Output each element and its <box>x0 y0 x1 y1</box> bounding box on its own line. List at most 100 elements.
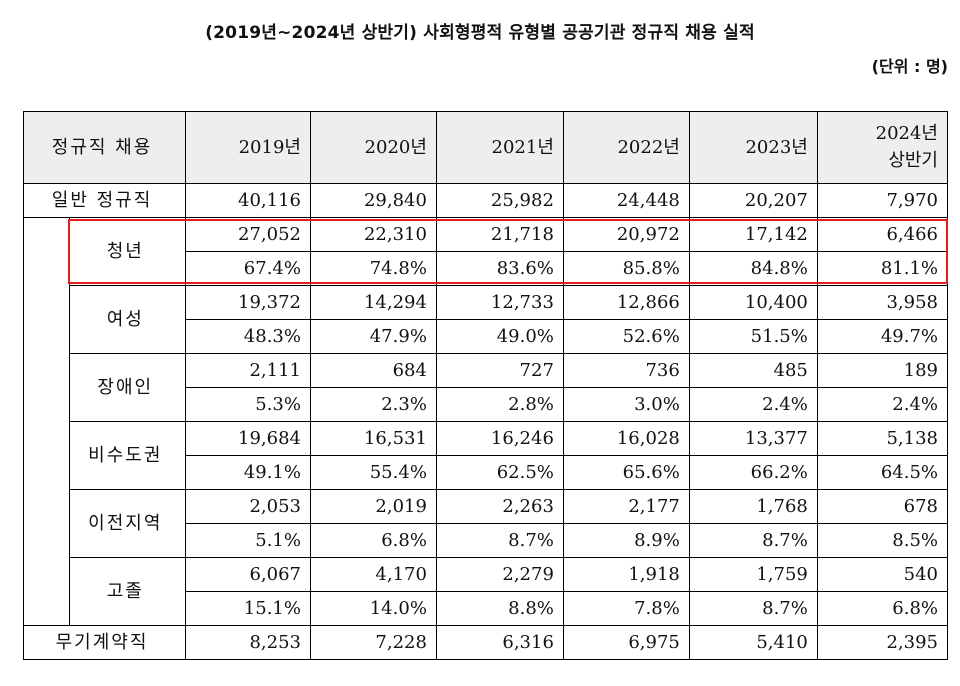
group-relocation-ratio-row: 5.1% 6.8% 8.7% 8.9% 8.7% 8.5% <box>24 523 949 558</box>
table-cell: 8.9% <box>562 523 690 558</box>
table-cell: 2,395 <box>816 625 949 660</box>
table-cell: 29,840 <box>309 183 437 218</box>
table-cell: 189 <box>816 353 949 388</box>
table-cell: 67.4% <box>185 251 311 286</box>
table-cell: 20,972 <box>562 217 690 252</box>
table-cell: 5,138 <box>816 421 949 456</box>
table-cell: 14,294 <box>309 285 437 320</box>
table-cell: 3,958 <box>816 285 949 320</box>
table-cell: 14.0% <box>309 591 437 626</box>
table-cell: 5.1% <box>185 523 311 558</box>
header-year-2024: 2024년 상반기 <box>816 111 949 184</box>
table-cell: 83.6% <box>435 251 564 286</box>
group-women-count-row: 여성 19,372 14,294 12,733 12,866 10,400 3,… <box>24 285 949 354</box>
table-cell: 20,207 <box>688 183 818 218</box>
table-cell: 2.8% <box>435 387 564 422</box>
table-cell: 2,019 <box>309 489 437 524</box>
group-label-highschool: 고졸 <box>69 557 187 626</box>
header-row: 정규직 채용 2019년 2020년 2021년 2022년 2023년 202… <box>22 111 949 184</box>
contract-label: 무기계약직 <box>22 625 187 660</box>
table-cell: 684 <box>309 353 437 388</box>
table-cell: 7,970 <box>816 183 949 218</box>
hiring-table: 정규직 채용 2019년 2020년 2021년 2022년 2023년 202… <box>22 111 949 660</box>
table-cell: 84.8% <box>688 251 818 286</box>
table-cell: 2,263 <box>435 489 564 524</box>
table-cell: 2,279 <box>435 557 564 592</box>
general-label: 일반 정규직 <box>22 183 187 218</box>
group-label-youth: 청년 <box>69 217 187 286</box>
table-cell: 19,372 <box>185 285 311 320</box>
table-cell: 12,733 <box>435 285 564 320</box>
table-cell: 485 <box>688 353 818 388</box>
table-cell: 6,316 <box>435 625 564 660</box>
table-cell: 16,246 <box>435 421 564 456</box>
group-label-disabled: 장애인 <box>69 353 187 422</box>
table-cell: 1,759 <box>688 557 818 592</box>
table-cell: 2,053 <box>185 489 311 524</box>
group-women-ratio-row: 48.3% 47.9% 49.0% 52.6% 51.5% 49.7% <box>24 319 949 354</box>
table-cell: 85.8% <box>562 251 690 286</box>
table-cell-bold: 6,466 <box>816 217 949 252</box>
table-cell: 48.3% <box>185 319 311 354</box>
table-cell: 81.1% <box>816 251 949 286</box>
group-disabled-ratio-row: 5.3% 2.3% 2.8% 3.0% 2.4% 2.4% <box>24 387 949 422</box>
table-cell: 2.4% <box>688 387 818 422</box>
table-cell: 49.1% <box>185 455 311 490</box>
table-cell: 40,116 <box>185 183 311 218</box>
general-row: 일반 정규직 40,116 29,840 25,982 24,448 20,20… <box>22 183 949 218</box>
table-cell: 62.5% <box>435 455 564 490</box>
table-cell: 2,177 <box>562 489 690 524</box>
table-cell: 727 <box>435 353 564 388</box>
table-cell: 47.9% <box>309 319 437 354</box>
table-cell: 6,067 <box>185 557 311 592</box>
header-year-2024-line2: 상반기 <box>888 149 938 171</box>
indent-spacer <box>22 217 71 626</box>
table-cell: 2,111 <box>185 353 311 388</box>
table-cell: 52.6% <box>562 319 690 354</box>
table-cell: 10,400 <box>688 285 818 320</box>
table-cell: 1,918 <box>562 557 690 592</box>
header-year: 2020년 <box>309 111 437 184</box>
group-relocation-count-row: 이전지역 2,053 2,019 2,263 2,177 1,768 678 <box>24 489 949 558</box>
table-cell: 49.0% <box>435 319 564 354</box>
table-cell: 13,377 <box>688 421 818 456</box>
table-cell: 51.5% <box>688 319 818 354</box>
table-cell: 8.7% <box>688 591 818 626</box>
table-cell: 65.6% <box>562 455 690 490</box>
table-cell: 25,982 <box>435 183 564 218</box>
table-cell: 16,028 <box>562 421 690 456</box>
table-cell: 8.7% <box>435 523 564 558</box>
group-nonmetro-count-row: 비수도권 19,684 16,531 16,246 16,028 13,377 … <box>24 421 949 490</box>
table-cell: 22,310 <box>309 217 437 252</box>
table-cell: 64.5% <box>816 455 949 490</box>
table-cell: 16,531 <box>309 421 437 456</box>
table-cell: 74.8% <box>309 251 437 286</box>
table-cell: 3.0% <box>562 387 690 422</box>
header-year-2024-line1: 2024년 <box>875 123 938 145</box>
group-disabled-count-row: 장애인 2,111 684 727 736 485 189 <box>24 353 949 422</box>
table-cell: 540 <box>816 557 949 592</box>
table-cell: 5,410 <box>688 625 818 660</box>
table-cell: 12,866 <box>562 285 690 320</box>
header-year: 2021년 <box>435 111 564 184</box>
group-youth-count-row: 청년 27,052 22,310 21,718 20,972 17,142 6,… <box>22 217 949 626</box>
table-cell-bold: 17,142 <box>688 217 818 252</box>
table-cell: 66.2% <box>688 455 818 490</box>
table-cell: 5.3% <box>185 387 311 422</box>
group-nonmetro-ratio-row: 49.1% 55.4% 62.5% 65.6% 66.2% 64.5% <box>24 455 949 490</box>
table-cell: 6,975 <box>562 625 690 660</box>
table-cell: 7.8% <box>562 591 690 626</box>
group-label-nonmetro: 비수도권 <box>69 421 187 490</box>
table-cell: 2.4% <box>816 387 949 422</box>
header-year: 2023년 <box>688 111 818 184</box>
table-cell: 49.7% <box>816 319 949 354</box>
group-highschool-count-row: 고졸 6,067 4,170 2,279 1,918 1,759 540 <box>24 557 949 626</box>
table-cell: 15.1% <box>185 591 311 626</box>
table-cell: 8.7% <box>688 523 818 558</box>
table-cell: 21,718 <box>435 217 564 252</box>
contract-row: 무기계약직 8,253 7,228 6,316 6,975 5,410 2,39… <box>22 625 949 660</box>
table-cell: 7,228 <box>309 625 437 660</box>
table-cell: 2.3% <box>309 387 437 422</box>
table-cell: 6.8% <box>309 523 437 558</box>
table-cell: 736 <box>562 353 690 388</box>
